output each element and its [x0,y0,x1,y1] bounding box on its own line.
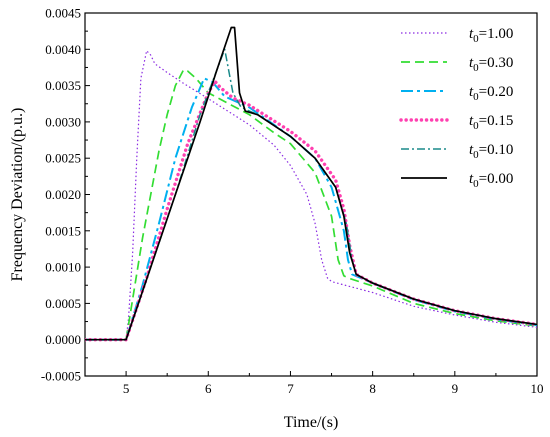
legend-label-subscript: 0 [473,91,479,103]
x-axis-title: Time/(s) [284,414,339,431]
legend-label-value: =0.30 [479,55,514,71]
series-line-4 [85,48,537,341]
y-tick-label: 0.0020 [45,187,81,202]
y-tick-label: 0.0045 [45,6,81,21]
series-line-1 [85,68,537,341]
y-tick-label: 0.0025 [45,151,81,166]
x-tick-label: 9 [452,381,459,396]
y-tick-label: 0.0010 [45,260,81,275]
legend-label-var: t [469,84,474,100]
x-axis-ticks: 5 6 7 8 9 10 [84,371,544,396]
legend-label-4: t0=0.10 [469,142,513,161]
y-tick-label: 0.0015 [45,223,81,238]
legend-label-value: =0.15 [479,113,514,129]
legend-label-var: t [469,113,474,129]
legend-label-var: t [469,26,474,42]
x-tick-label: 5 [123,381,130,396]
legend-label-subscript: 0 [473,178,479,190]
x-tick-label: 6 [205,381,212,396]
series-line-0 [85,50,537,341]
legend-label-subscript: 0 [473,149,479,161]
legend-label-value: =0.20 [479,84,514,100]
series-line-5 [85,26,537,341]
x-tick-label: 10 [531,381,544,396]
y-tick-label: 0.0030 [45,114,81,129]
legend-label-subscript: 0 [473,33,479,45]
legend-label-1: t0=0.30 [469,55,513,74]
x-tick-label: 7 [287,381,294,396]
legend-label-value: =1.00 [479,26,514,42]
legend-label-3: t0=0.15 [469,113,513,132]
legend-label-5: t0=0.00 [469,171,513,190]
legend-label-0: t0=1.00 [469,26,513,45]
y-axis-title: Frequency Deviation/(p.u.) [9,108,26,282]
series-lines [85,26,537,342]
legend-label-value: =0.10 [479,142,514,158]
y-tick-label: -0.0005 [41,369,81,384]
legend-label-subscript: 0 [473,120,479,132]
legend-label-value: =0.00 [479,171,514,187]
y-axis-ticks: -0.0005 0.0000 0.0005 0.0010 0.0015 0.0020 0.0… [41,6,90,384]
legend: t0=1.00t0=0.30t0=0.20t0=0.15t0=0.10t0=0.… [399,26,513,190]
legend-label-var: t [469,142,474,158]
legend-label-2: t0=0.20 [469,84,513,103]
y-tick-label: 0.0035 [45,78,81,93]
x-tick-label: 8 [369,381,376,396]
y-tick-label: 0.0040 [45,42,81,57]
legend-label-subscript: 0 [473,62,479,74]
y-tick-label: 0.0005 [45,296,81,311]
legend-label-var: t [469,171,474,187]
legend-label-var: t [469,55,474,71]
y-tick-label: 0.0000 [45,332,81,347]
